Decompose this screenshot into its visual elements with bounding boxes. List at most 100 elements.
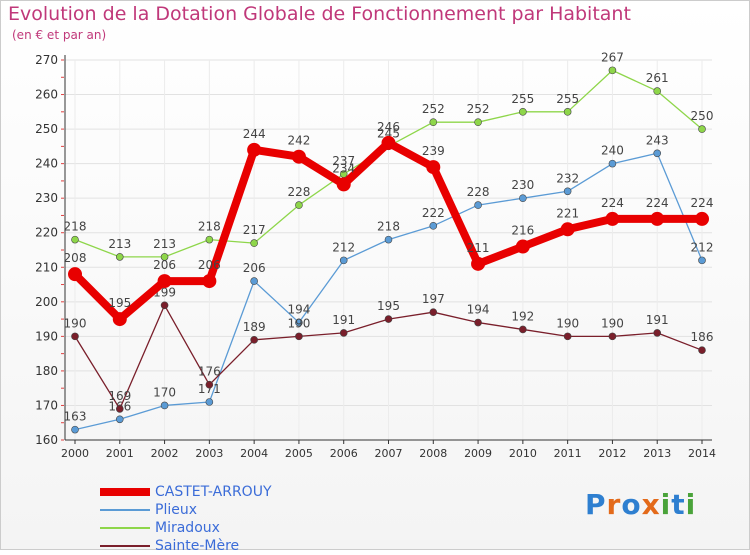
- y-tick-label: 210: [35, 260, 58, 274]
- data-label-miradoux: 213: [108, 237, 131, 251]
- data-label-plieux: 232: [556, 171, 579, 185]
- data-point-sainte-m-re: [608, 332, 617, 341]
- data-point-sainte-m-re: [563, 332, 572, 341]
- data-label-plieux: 212: [332, 240, 355, 254]
- proxiti-logo: Proxiti: [585, 488, 696, 521]
- y-tick-label: 240: [35, 157, 58, 171]
- data-point-plieux: [71, 425, 79, 434]
- data-point-castet-arrouy: [695, 211, 709, 226]
- data-point-sainte-m-re: [384, 315, 393, 323]
- data-point-castet-arrouy: [68, 267, 82, 282]
- data-point-plieux: [384, 235, 393, 244]
- logo-letter: o: [621, 488, 642, 521]
- data-label-sainte-m-re: 186: [691, 330, 714, 344]
- data-label-sainte-m-re: 190: [287, 316, 310, 330]
- data-label-sainte-m-re: 190: [601, 316, 624, 330]
- data-label-miradoux: 250: [691, 109, 714, 123]
- data-label-castet-arrouy: 216: [511, 224, 534, 238]
- data-label-miradoux: 237: [332, 154, 355, 168]
- logo-letter: P: [585, 488, 607, 521]
- data-point-castet-arrouy: [291, 149, 306, 164]
- logo-letter: r: [606, 488, 622, 521]
- legend-swatch: [100, 545, 150, 547]
- x-tick-label: 2006: [330, 447, 358, 460]
- data-label-castet-arrouy: 224: [601, 196, 624, 210]
- data-point-plieux: [474, 201, 482, 209]
- data-point-sainte-m-re: [160, 301, 169, 310]
- data-point-sainte-m-re: [250, 336, 258, 344]
- y-tick-label: 250: [35, 122, 58, 136]
- data-point-plieux: [653, 149, 662, 158]
- data-point-castet-arrouy: [650, 211, 665, 226]
- x-tick-label: 2000: [61, 447, 89, 460]
- data-point-plieux: [698, 256, 706, 265]
- data-point-castet-arrouy: [381, 135, 396, 150]
- data-label-plieux: 194: [287, 303, 310, 317]
- data-label-sainte-m-re: 191: [646, 313, 669, 327]
- data-label-castet-arrouy: 224: [646, 196, 669, 210]
- data-label-castet-arrouy: 239: [422, 144, 445, 158]
- data-point-plieux: [608, 159, 617, 168]
- x-tick-label: 2011: [554, 447, 582, 460]
- data-point-plieux: [339, 256, 348, 265]
- data-label-sainte-m-re: 195: [377, 299, 400, 313]
- y-tick-label: 180: [35, 364, 58, 378]
- data-label-plieux: 163: [64, 410, 87, 424]
- data-point-miradoux: [474, 118, 482, 126]
- data-point-sainte-m-re: [474, 318, 482, 327]
- data-point-sainte-m-re: [339, 329, 348, 337]
- logo-letter: t: [671, 488, 686, 521]
- data-label-miradoux: 252: [422, 102, 445, 116]
- x-tick-label: 2005: [285, 447, 313, 460]
- data-point-miradoux: [563, 108, 572, 116]
- x-tick-label: 2007: [375, 447, 403, 460]
- data-point-miradoux: [698, 125, 706, 133]
- data-point-miradoux: [295, 201, 303, 209]
- data-label-sainte-m-re: 176: [198, 365, 221, 379]
- data-point-castet-arrouy: [247, 142, 262, 157]
- data-point-miradoux: [205, 235, 214, 244]
- data-point-sainte-m-re: [653, 329, 662, 337]
- x-tick-label: 2003: [195, 447, 223, 460]
- data-point-miradoux: [429, 118, 438, 126]
- data-point-miradoux: [519, 108, 527, 116]
- data-label-miradoux: 218: [198, 220, 221, 234]
- legend-label: CASTET-ARROUY: [155, 484, 272, 500]
- x-tick-label: 2012: [598, 447, 626, 460]
- data-label-sainte-m-re: 190: [556, 316, 579, 330]
- data-point-castet-arrouy: [336, 177, 351, 192]
- data-point-castet-arrouy: [560, 222, 575, 237]
- y-tick-label: 230: [35, 191, 58, 205]
- data-label-sainte-m-re: 192: [511, 309, 534, 323]
- data-point-miradoux: [115, 253, 124, 261]
- data-label-miradoux: 255: [556, 92, 579, 106]
- data-point-sainte-m-re: [429, 308, 438, 316]
- data-label-miradoux: 267: [601, 50, 624, 64]
- data-point-miradoux: [608, 66, 617, 75]
- data-label-sainte-m-re: 169: [108, 389, 131, 403]
- data-point-sainte-m-re: [115, 405, 124, 413]
- data-point-sainte-m-re: [205, 380, 214, 389]
- x-tick-label: 2013: [643, 447, 671, 460]
- data-point-sainte-m-re: [295, 332, 303, 341]
- data-point-castet-arrouy: [471, 256, 486, 271]
- data-label-castet-arrouy: 206: [153, 258, 176, 272]
- data-label-castet-arrouy: 224: [691, 196, 714, 210]
- logo-letter: i: [660, 488, 672, 521]
- data-label-miradoux: 217: [243, 223, 266, 237]
- data-label-sainte-m-re: 197: [422, 292, 445, 306]
- data-point-miradoux: [71, 235, 79, 244]
- chart-subtitle: (en € et par an): [12, 28, 107, 42]
- data-label-plieux: 222: [422, 206, 445, 220]
- data-point-miradoux: [160, 253, 169, 261]
- data-label-plieux: 206: [243, 261, 266, 275]
- x-tick-label: 2002: [151, 447, 179, 460]
- data-point-sainte-m-re: [519, 325, 527, 334]
- data-point-castet-arrouy: [605, 211, 620, 226]
- x-tick-label: 2008: [419, 447, 447, 460]
- legend-swatch: [100, 527, 150, 529]
- y-tick-label: 160: [35, 433, 58, 447]
- data-label-castet-arrouy: 211: [467, 241, 490, 255]
